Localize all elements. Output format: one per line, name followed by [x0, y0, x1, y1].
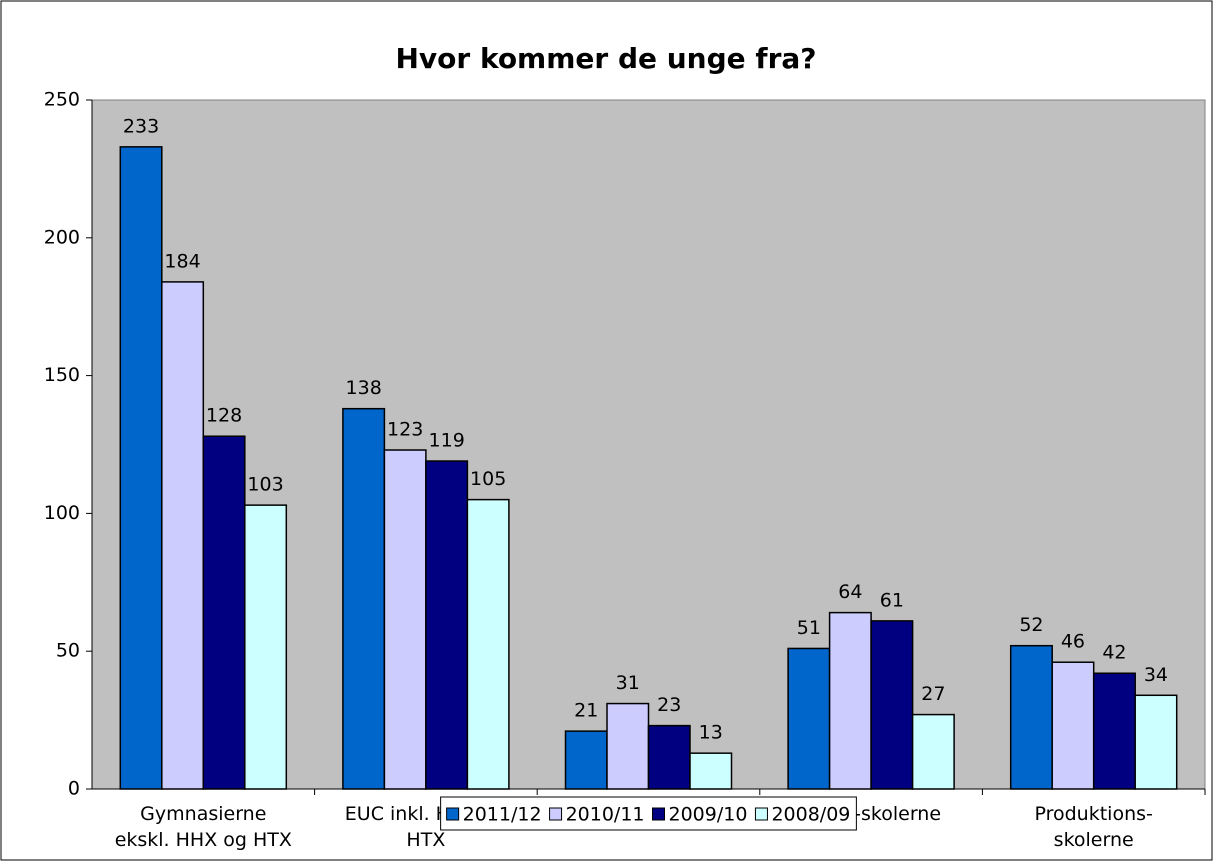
bar: [119, 146, 163, 790]
legend-box: [440, 796, 857, 831]
bar: [1051, 661, 1095, 790]
legend-swatch: [754, 807, 768, 821]
value-label: 23: [657, 694, 681, 716]
legend-swatch: [549, 807, 563, 821]
legend-label: 2009/10: [669, 804, 748, 826]
bar: [1092, 672, 1136, 790]
x-tick-label: Produktions- skolerne: [1034, 803, 1153, 851]
bar: [564, 730, 608, 790]
bar: [606, 702, 650, 790]
value-label: 61: [880, 589, 904, 611]
legend: 2011/12 2010/11 2009/10 2008/09: [440, 796, 857, 831]
bar: [1134, 694, 1178, 790]
value-label: 51: [797, 617, 821, 639]
bar: [383, 449, 427, 790]
legend-swatch: [652, 807, 665, 821]
bar: [647, 724, 691, 790]
bar: [342, 407, 386, 790]
x-tick-label-box: Produktions- skolerne: [1034, 803, 1153, 851]
chart-title: Hvor kommer de unge fra?: [395, 42, 816, 75]
bar: [466, 498, 510, 790]
y-tick-label: 200: [44, 226, 80, 248]
value-label: 13: [699, 722, 723, 744]
bar: [689, 752, 733, 790]
bar: [911, 713, 955, 790]
legend-label: 2011/12: [463, 804, 542, 826]
value-label: 103: [247, 474, 283, 496]
legend-label: 2010/11: [566, 804, 645, 826]
value-label: 64: [838, 581, 862, 603]
bar: [870, 620, 914, 790]
bar: [828, 611, 872, 790]
bar: [161, 281, 205, 790]
value-label: 138: [346, 377, 382, 399]
y-tick-label: 100: [44, 502, 80, 524]
y-tick-label: 250: [44, 89, 80, 111]
value-label: 34: [1144, 664, 1168, 686]
bar: [787, 647, 831, 790]
value-label: 42: [1102, 642, 1126, 664]
bar: [244, 504, 288, 790]
y-tick-label: 150: [44, 364, 80, 386]
y-tick-label: 0: [68, 778, 80, 800]
value-label: 233: [123, 115, 159, 137]
bar: [425, 460, 469, 790]
bar: [202, 435, 246, 790]
value-label: 46: [1061, 631, 1085, 653]
x-tick-label-box: Gymnasierne ekskl. HHX og HTX: [114, 803, 292, 851]
bar: [1009, 644, 1053, 790]
legend-label: 2008/09: [771, 804, 850, 826]
value-label: 119: [429, 430, 465, 452]
value-label: 123: [387, 419, 423, 441]
value-label: 128: [206, 405, 242, 427]
x-tick-label: Gymnasierne ekskl. HHX og HTX: [114, 803, 292, 851]
legend-swatch: [446, 807, 460, 821]
value-label: 52: [1019, 614, 1043, 636]
value-label: 27: [921, 683, 945, 705]
y-tick-label: 50: [56, 640, 80, 662]
value-label: 21: [574, 700, 598, 722]
value-label: 31: [616, 672, 640, 694]
value-label: 184: [164, 250, 200, 272]
value-label: 105: [470, 468, 506, 490]
